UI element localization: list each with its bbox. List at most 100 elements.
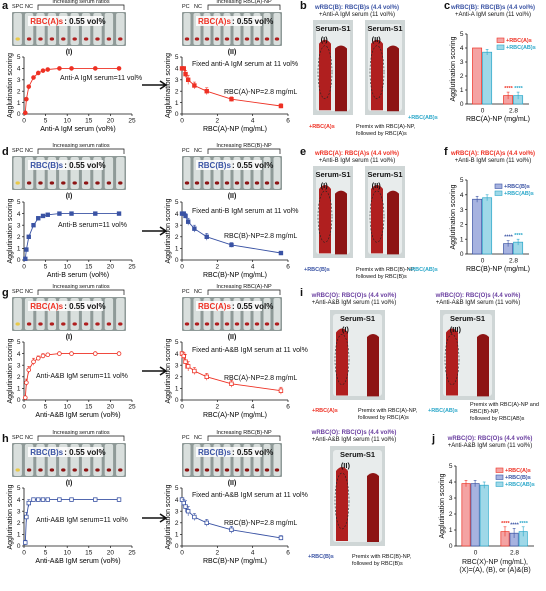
- highlight-ellipse: [369, 45, 385, 100]
- y-tick-label: 2: [175, 234, 179, 241]
- data-point: [192, 83, 197, 88]
- y-tick-label: 1: [460, 236, 464, 243]
- panel-letter: g: [2, 287, 9, 299]
- y-tick-label: 2: [449, 511, 453, 518]
- tube: [263, 13, 271, 45]
- roman-label: (I): [66, 334, 73, 341]
- y-tick-label: 2: [175, 374, 179, 381]
- axes: [23, 202, 132, 261]
- data-point: [23, 256, 28, 262]
- x-tick-label: 15: [85, 118, 93, 125]
- blood-spot: [204, 322, 210, 326]
- annotation: Anti-A&B IgM serum=11 vol%: [36, 373, 128, 380]
- spc-label: SPC: [12, 148, 23, 154]
- blood-spot: [26, 37, 32, 41]
- blood-spot: [72, 181, 77, 185]
- y-tick-label: 3: [175, 222, 179, 229]
- blood-spot: [184, 322, 190, 326]
- blood-spot: [49, 181, 55, 185]
- y-tick-label: 0: [17, 397, 21, 404]
- blood-spot: [118, 468, 123, 472]
- data-point: [22, 110, 28, 116]
- roman-label: (II): [372, 35, 382, 44]
- tube-strip-photo: RBC(A)s: 0.55 vol% (II): [182, 12, 282, 56]
- subtitle: +Anti-A&B IgM serum (11 vol%): [312, 300, 396, 306]
- x-tick-label: 2: [216, 118, 220, 125]
- x-tick-label: 25: [128, 118, 136, 125]
- significance-label: ****: [514, 86, 523, 92]
- band-label: Increasing RBC(A)-NP: [216, 0, 272, 5]
- serum-label: Serum-S1: [450, 314, 485, 323]
- tube-strip-photo: RBC(A)s: 0.55 vol% (I): [12, 12, 126, 56]
- spc-label: SPC: [12, 289, 23, 295]
- data-point: [40, 68, 46, 73]
- highlight-ellipse: [334, 472, 350, 530]
- y-tick-label: 0: [175, 543, 179, 550]
- y-tick-label: 2: [17, 374, 21, 381]
- blood-spot: [214, 37, 220, 41]
- annotation: RBC(A)-NP=2.8 mg/mL: [224, 89, 297, 96]
- panel-letter: i: [300, 287, 303, 299]
- volume-label: : 0.55 vol%: [232, 302, 273, 311]
- data-point: [93, 497, 98, 502]
- data-point: [24, 380, 29, 385]
- data-point: [185, 77, 191, 82]
- blood-right: [477, 334, 489, 397]
- blood-spot: [15, 322, 20, 326]
- premix-label: Premix with RBC(B)-NP,: [352, 554, 412, 560]
- subtitle: +Anti-A IgM serum (11 vol%): [455, 12, 531, 18]
- title: wRBC(O): RBC(O)s (4.4 vol%): [311, 430, 397, 436]
- y-tick-label: 5: [17, 199, 21, 206]
- band-label: Increasing serum ratios: [52, 430, 109, 436]
- y-tick-label: 5: [17, 54, 21, 61]
- blood-spot: [224, 181, 230, 185]
- data-point: [278, 388, 284, 393]
- y-tick-label: 4: [17, 351, 21, 358]
- tube: [116, 13, 125, 45]
- blood-spot: [264, 181, 270, 185]
- chart-d-II: 0 1 2 3 4 5 0 2 4 6 RBC(B)-NP (mg/mL) Agglutination…: [165, 198, 290, 279]
- subtitle: +Anti-B IgM serum (11 vol%): [319, 158, 395, 164]
- legend-swatch: [495, 481, 504, 487]
- premix-label: RBC(B)-NP,: [470, 409, 500, 415]
- tube: [104, 13, 114, 45]
- x-tick-label: 5: [44, 550, 48, 557]
- tube: [116, 298, 125, 330]
- x-axis-label: Anti-A IgM serum (vol%): [40, 126, 115, 133]
- legend-label: +RBC(A)s: [506, 38, 532, 44]
- blood-spot: [194, 37, 200, 41]
- blood-spot: [214, 468, 220, 472]
- legend-label: +RBC(AB)s: [506, 45, 536, 51]
- rbc-label: RBC(B)s: [198, 161, 231, 170]
- roman-label: (II): [372, 181, 382, 190]
- serum-label: Serum-S1: [367, 170, 402, 179]
- annotation: Anti-A&B IgM serum=11 vol%: [36, 517, 128, 524]
- y-tick-label: 0: [17, 543, 21, 550]
- x-tick-label: 0: [180, 118, 184, 125]
- volume-label: : 0.55 vol%: [64, 161, 105, 170]
- data-point: [57, 66, 62, 71]
- x-tick-label: 0: [22, 118, 26, 125]
- data-point: [116, 66, 122, 71]
- tube: [13, 157, 22, 189]
- y-axis-label: Agglutination scoring: [450, 36, 457, 101]
- annotation: Anti-A IgM serum=11 vol%: [60, 75, 142, 82]
- title: wRBC(A): RBC(A)s (4.4 vol%): [450, 151, 535, 157]
- data-point: [31, 75, 36, 80]
- serum-label: Serum-S1: [367, 24, 402, 33]
- x-tick-label: 4: [251, 264, 255, 271]
- tube-strip-photo: RBC(A)s: 0.55 vol% (I): [12, 297, 126, 341]
- x-tick-label: 4: [251, 404, 255, 411]
- pc-label: PC: [182, 148, 190, 154]
- blood-spot: [184, 468, 190, 472]
- data-point: [181, 500, 186, 506]
- nc-label: NC: [194, 4, 202, 10]
- lab-label: +RBC(A)s: [309, 124, 335, 130]
- strip-label-box: [196, 301, 262, 311]
- strip-label-box: [27, 16, 104, 26]
- data-point: [229, 242, 234, 248]
- panel-letter: a: [2, 0, 9, 12]
- y-axis-label: Agglutination scoring: [165, 53, 172, 118]
- x-tick-label: 10: [64, 264, 72, 271]
- y-axis-label: Agglutination scoring: [165, 338, 172, 403]
